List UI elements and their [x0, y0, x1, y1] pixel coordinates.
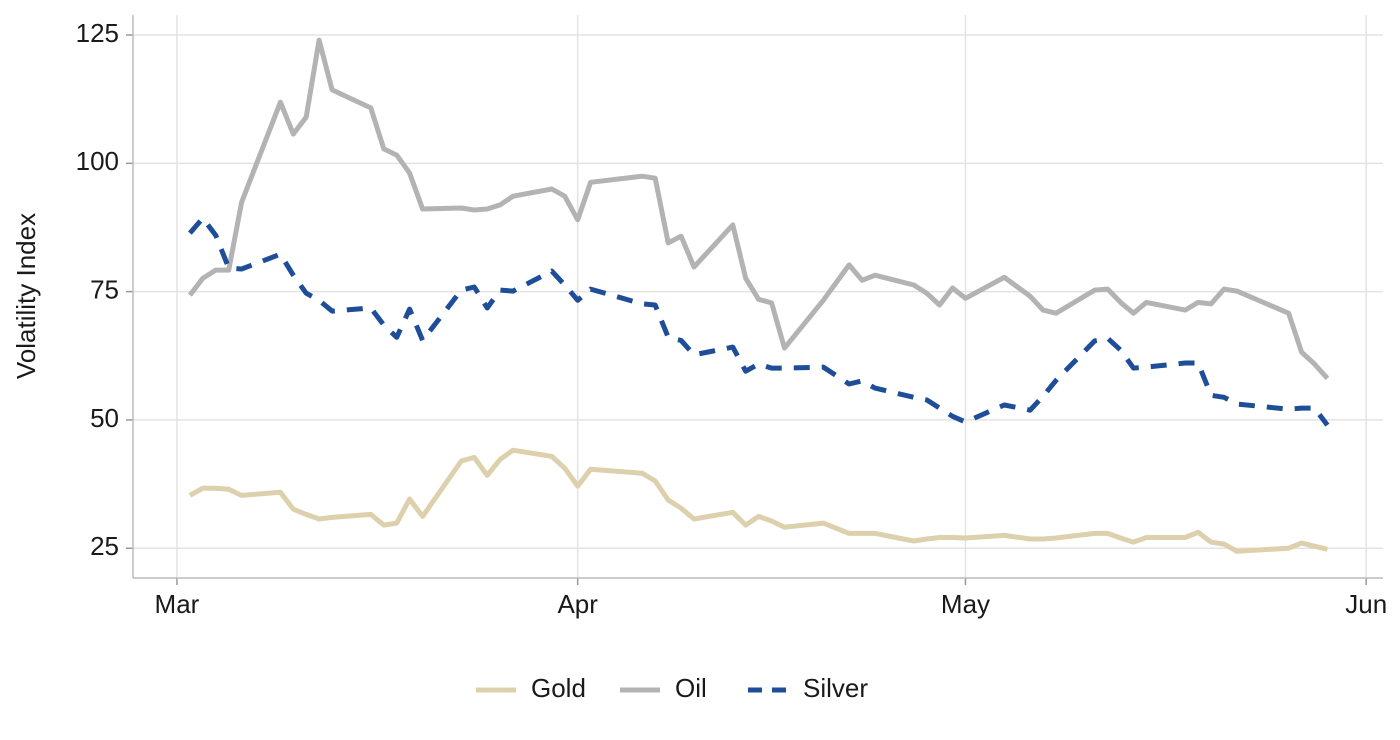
legend-label: Silver	[803, 673, 868, 703]
x-tick-label: Mar	[155, 589, 200, 619]
series-line	[188, 447, 1328, 554]
series-line	[187, 37, 1330, 381]
x-tick-label: Jun	[1345, 589, 1387, 619]
legend-label: Oil	[675, 673, 707, 703]
x-tick-label: Apr	[557, 589, 598, 619]
y-tick-label: 100	[76, 146, 119, 176]
series-line	[188, 215, 1330, 427]
y-axis-label: Volatility Index	[11, 213, 41, 379]
y-tick-label: 75	[90, 274, 119, 304]
y-tick-label: 25	[90, 531, 119, 561]
x-tick-label: May	[941, 589, 990, 619]
legend-label: Gold	[531, 673, 586, 703]
y-tick-label: 50	[90, 403, 119, 433]
y-tick-label: 125	[76, 18, 119, 48]
